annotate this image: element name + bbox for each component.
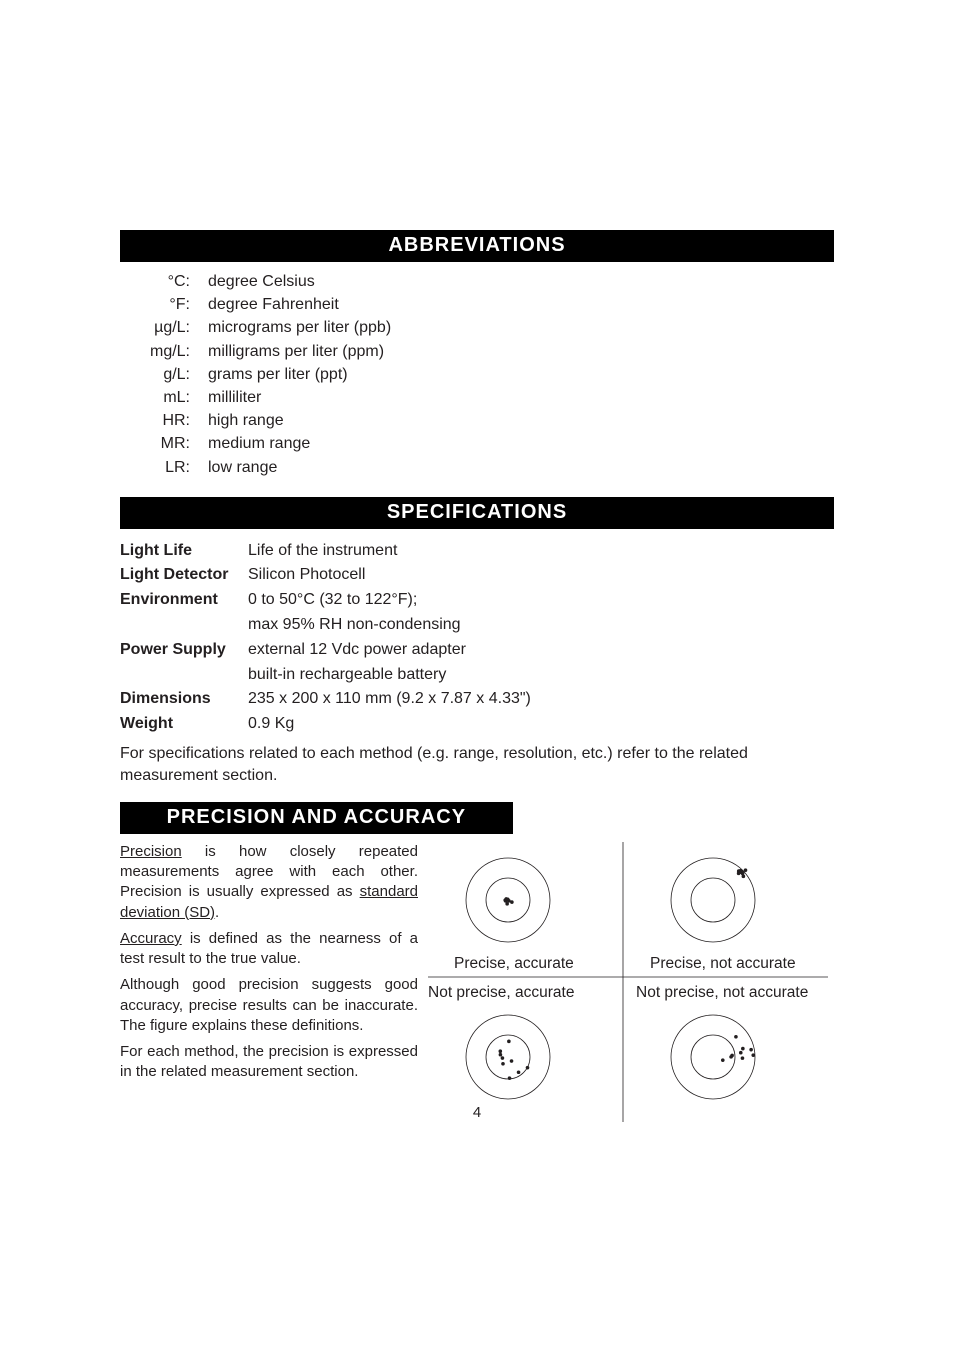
abbr-value: milliliter (208, 386, 834, 409)
section-header-abbreviations: ABBREVIATIONS (120, 230, 834, 262)
precision-p3: Although good precision suggests good ac… (120, 975, 418, 1036)
table-row: Light DetectorSilicon Photocell (120, 563, 834, 588)
spec-key: Dimensions (120, 687, 248, 712)
page-number: 4 (0, 1104, 954, 1121)
accuracy-word: Accuracy (120, 930, 182, 947)
table-row: max 95% RH non-condensing (120, 613, 834, 638)
abbr-key: HR: (120, 409, 208, 432)
specifications-footnote: For specifications related to each metho… (120, 743, 834, 788)
precision-body: Precision is how closely repeated measur… (120, 842, 834, 1127)
spec-key (120, 613, 248, 638)
table-row: LR:low range (120, 456, 834, 479)
precision-p1-end: . (215, 904, 219, 921)
abbr-key: µg/L: (120, 316, 208, 339)
abbr-value: low range (208, 456, 834, 479)
abbr-key: °F: (120, 293, 208, 316)
table-row: HR:high range (120, 409, 834, 432)
spec-value: Life of the instrument (248, 539, 834, 564)
table-row: built-in rechargeable battery (120, 663, 834, 688)
spec-value: max 95% RH non-condensing (248, 613, 834, 638)
spec-key: Weight (120, 712, 248, 737)
table-row: mg/L:milligrams per liter (ppm) (120, 340, 834, 363)
spec-value: 235 x 200 x 110 mm (9.2 x 7.87 x 4.33") (248, 687, 834, 712)
precision-p1: Precision is how closely repeated measur… (120, 842, 418, 923)
table-row: Dimensions235 x 200 x 110 mm (9.2 x 7.87… (120, 687, 834, 712)
spec-value: 0 to 50°C (32 to 122°F); (248, 588, 834, 613)
table-row: °F:degree Fahrenheit (120, 293, 834, 316)
abbr-value: micrograms per liter (ppb) (208, 316, 834, 339)
spec-value: 0.9 Kg (248, 712, 834, 737)
label-not-precise-not-accurate: Not precise, not accurate (636, 984, 808, 1002)
table-row: Light LifeLife of the instrument (120, 539, 834, 564)
table-row: MR:medium range (120, 432, 834, 455)
spec-key: Light Detector (120, 563, 248, 588)
table-row: Weight0.9 Kg (120, 712, 834, 737)
abbr-key: mL: (120, 386, 208, 409)
abbr-value: degree Celsius (208, 270, 834, 293)
page: ABBREVIATIONS °C:degree Celsius°F:degree… (0, 0, 954, 1351)
section-header-specifications: SPECIFICATIONS (120, 497, 834, 529)
label-not-precise-accurate: Not precise, accurate (428, 984, 574, 1002)
precision-word: Precision (120, 843, 182, 860)
precision-p2: Accuracy is defined as the nearness of a… (120, 929, 418, 970)
spec-value: external 12 Vdc power adapter (248, 638, 834, 663)
spec-key: Light Life (120, 539, 248, 564)
precision-figure: Precise, accurate Precise, not accurate … (428, 842, 834, 1127)
abbr-key: MR: (120, 432, 208, 455)
abbr-key: g/L: (120, 363, 208, 386)
table-row: g/L:grams per liter (ppt) (120, 363, 834, 386)
abbr-value: grams per liter (ppt) (208, 363, 834, 386)
spec-key: Power Supply (120, 638, 248, 663)
abbr-value: medium range (208, 432, 834, 455)
spec-key (120, 663, 248, 688)
section-header-precision: PRECISION AND ACCURACY (120, 802, 513, 834)
abbr-key: °C: (120, 270, 208, 293)
label-precise-accurate: Precise, accurate (454, 955, 574, 973)
abbr-key: mg/L: (120, 340, 208, 363)
table-row: µg/L:micrograms per liter (ppb) (120, 316, 834, 339)
table-row: Power Supplyexternal 12 Vdc power adapte… (120, 638, 834, 663)
label-precise-not-accurate: Precise, not accurate (650, 955, 796, 973)
spec-key: Environment (120, 588, 248, 613)
abbr-value: milligrams per liter (ppm) (208, 340, 834, 363)
target-diagram (428, 842, 828, 1122)
abbreviations-table: °C:degree Celsius°F:degree Fahrenheitµg/… (120, 270, 834, 479)
spec-value: Silicon Photocell (248, 563, 834, 588)
table-row: °C:degree Celsius (120, 270, 834, 293)
precision-text: Precision is how closely repeated measur… (120, 842, 428, 1127)
spec-value: built-in rechargeable battery (248, 663, 834, 688)
abbr-value: degree Fahrenheit (208, 293, 834, 316)
abbr-key: LR: (120, 456, 208, 479)
abbr-value: high range (208, 409, 834, 432)
table-row: Environment0 to 50°C (32 to 122°F); (120, 588, 834, 613)
specifications-table: Light LifeLife of the instrumentLight De… (120, 539, 834, 737)
table-row: mL:milliliter (120, 386, 834, 409)
precision-p4: For each method, the precision is expres… (120, 1042, 418, 1083)
